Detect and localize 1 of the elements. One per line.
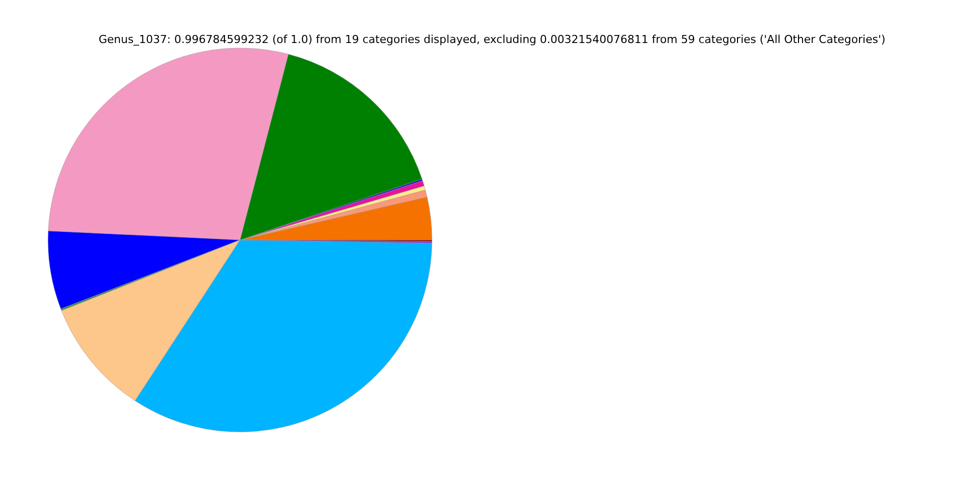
text: Genus_1037: 0.996784599232 (of 1.0) from 19 categories displayed, excluding 0.00321540076811 from 59 categories ('All Other Categories') <box>98 33 886 46</box>
